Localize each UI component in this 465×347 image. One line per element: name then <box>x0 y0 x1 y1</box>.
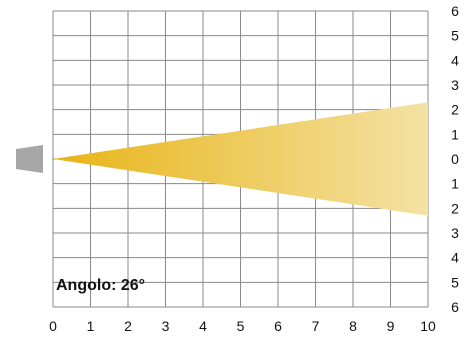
y-tick-label: 6 <box>451 299 459 315</box>
x-tick-label: 2 <box>124 318 132 334</box>
y-axis-ticks: 6 5 4 3 2 1 0 1 2 3 4 5 6 <box>451 3 459 315</box>
x-axis-ticks: 0 1 2 3 4 5 6 7 8 9 10 <box>49 318 436 334</box>
y-tick-label: 0 <box>451 151 459 167</box>
y-tick-label: 1 <box>451 176 459 192</box>
x-tick-label: 8 <box>349 318 357 334</box>
x-tick-label: 5 <box>237 318 245 334</box>
x-tick-label: 10 <box>420 318 436 334</box>
x-tick-label: 3 <box>162 318 170 334</box>
x-tick-label: 4 <box>199 318 207 334</box>
x-tick-label: 1 <box>87 318 95 334</box>
y-tick-label: 3 <box>451 225 459 241</box>
y-tick-label: 4 <box>451 250 459 266</box>
angle-label: Angolo: 26° <box>56 277 145 294</box>
x-tick-label: 6 <box>274 318 282 334</box>
x-tick-label: 9 <box>387 318 395 334</box>
y-tick-label: 5 <box>451 28 459 44</box>
x-tick-label: 7 <box>312 318 320 334</box>
light-beam <box>53 102 428 216</box>
y-tick-label: 2 <box>451 200 459 216</box>
y-tick-label: 2 <box>451 102 459 118</box>
x-tick-label: 0 <box>49 318 57 334</box>
y-tick-label: 3 <box>451 77 459 93</box>
y-tick-label: 6 <box>451 3 459 19</box>
y-tick-label: 4 <box>451 52 459 68</box>
y-tick-label: 5 <box>451 274 459 290</box>
y-tick-label: 1 <box>451 126 459 142</box>
light-emitter-icon <box>16 145 43 173</box>
